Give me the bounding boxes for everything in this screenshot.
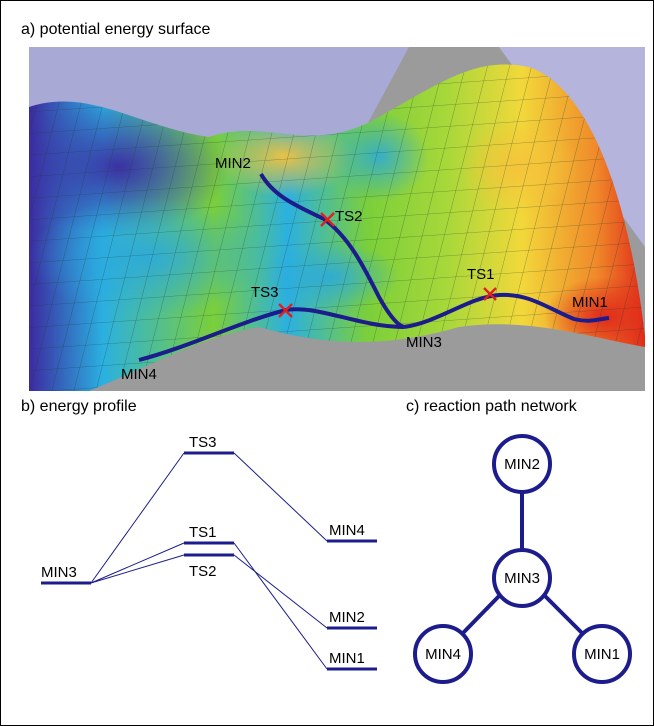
- network-label-min4: MIN4: [425, 646, 461, 663]
- profile-label-ts3: TS3: [189, 434, 217, 451]
- reaction-path-min3-min1: [403, 292, 610, 329]
- profile-label-ts2: TS2: [189, 563, 217, 580]
- profile-label-ts1: TS1: [189, 524, 217, 541]
- energy-profile: MIN3 TS3 TS1 TS2 MIN4 MIN2 MIN1: [41, 434, 377, 671]
- surface-label-ts1: TS1: [467, 266, 495, 283]
- reaction-path-network: MIN2 MIN3 MIN4 MIN1: [413, 434, 632, 684]
- potential-energy-surface: MIN2 TS2 TS3 TS1 MIN1 MIN3 MIN4: [29, 47, 645, 391]
- edge-min3-min1: [541, 592, 584, 635]
- surface-label-min4: MIN4: [121, 366, 157, 383]
- surface-label-ts2: TS2: [335, 208, 363, 225]
- node-min2: [492, 434, 552, 494]
- profile-label-min2: MIN2: [329, 609, 365, 626]
- surface-label-min3: MIN3: [406, 334, 442, 351]
- profile-label-min3: MIN3: [41, 564, 77, 581]
- node-min3: [492, 548, 552, 608]
- surface-panel-title: a) potential energy surface: [21, 21, 211, 38]
- node-min1: [572, 624, 632, 684]
- surface-label-min1: MIN1: [572, 294, 608, 311]
- surface-label-min2: MIN2: [215, 155, 251, 172]
- ts1-marker: [483, 287, 497, 301]
- profile-label-min4: MIN4: [329, 522, 365, 539]
- ts3-marker: [278, 303, 293, 318]
- ts2-marker: [320, 212, 335, 227]
- network-label-min1: MIN1: [584, 646, 620, 663]
- edge-min3-min4: [461, 592, 503, 635]
- surface-label-ts3: TS3: [251, 284, 279, 301]
- profile-label-min1: MIN1: [329, 650, 365, 667]
- network-label-min3: MIN3: [504, 570, 540, 587]
- profile-panel-title: b) energy profile: [21, 398, 137, 415]
- network-panel-title: c) reaction path network: [406, 398, 577, 415]
- network-label-min2: MIN2: [504, 456, 540, 473]
- reaction-path-min2-min3: [259, 172, 405, 329]
- node-min4: [413, 624, 473, 684]
